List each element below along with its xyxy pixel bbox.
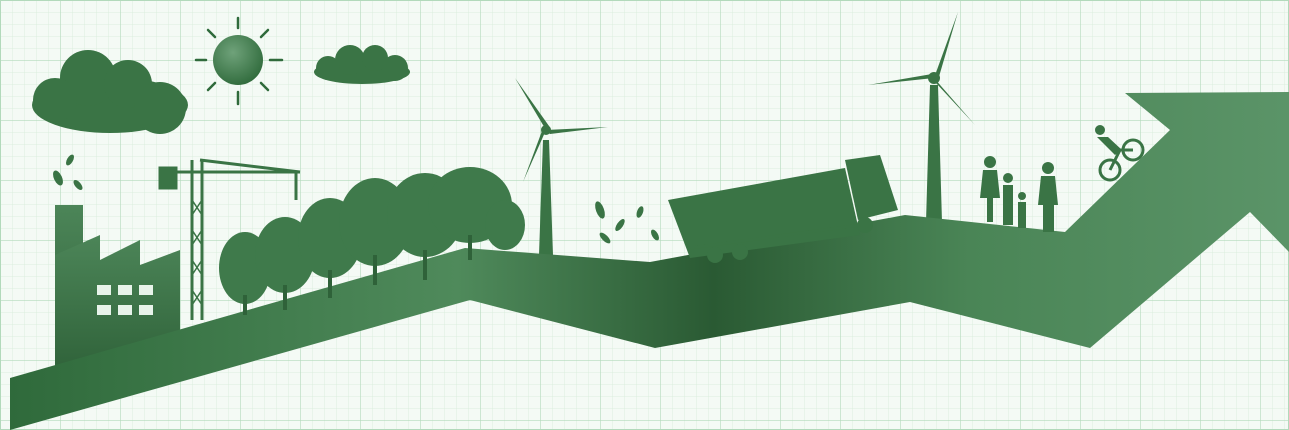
sun-icon	[194, 16, 284, 106]
falling-leaves-icon	[53, 154, 83, 190]
cyclist-icon	[1095, 125, 1145, 182]
wind-turbine-icon	[868, 12, 975, 222]
cloud-icon	[32, 50, 188, 134]
family-icon	[980, 156, 1058, 232]
truck-icon	[668, 155, 898, 263]
falling-leaves-icon	[595, 201, 659, 244]
tree-line	[219, 167, 525, 315]
growth-arrow	[10, 92, 1289, 430]
crane-icon	[158, 158, 301, 320]
wind-turbine-icon	[515, 78, 608, 255]
cloud-icon	[314, 45, 410, 84]
